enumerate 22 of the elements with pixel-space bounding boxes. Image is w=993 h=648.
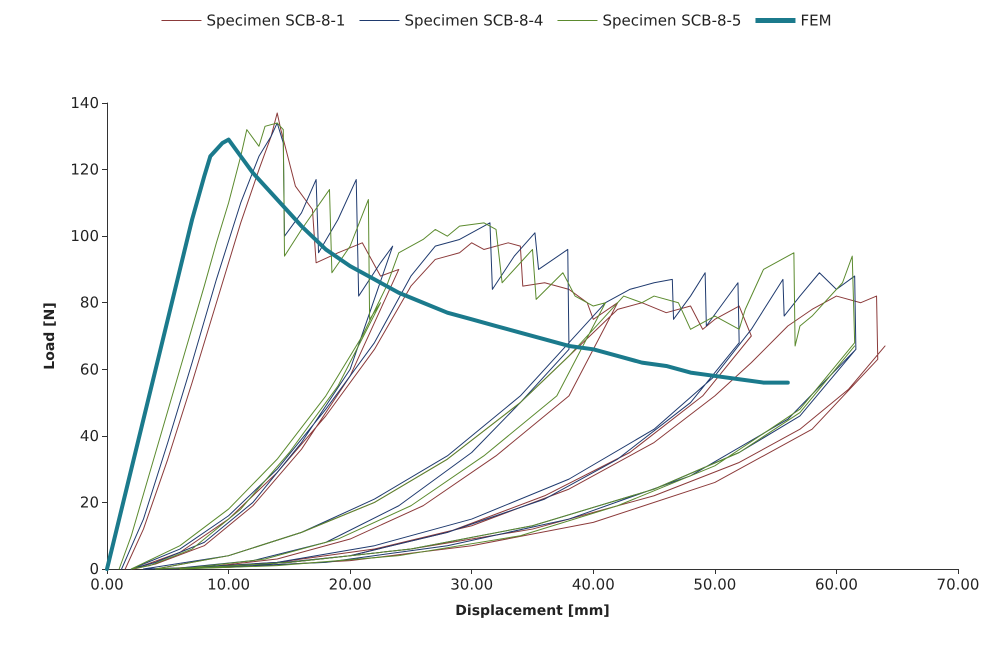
y-tick-label: 100 [70,227,99,246]
y-tick-label: 60 [80,360,99,378]
y-tick-label: 140 [70,94,99,112]
y-tick-label: 120 [70,160,99,179]
legend-label: Specimen SCB-8-5 [602,12,742,30]
x-tick-label: 0.00 [90,576,124,594]
x-tick-label: 70.00 [936,576,980,594]
legend-label: FEM [800,12,832,30]
x-tick-label: 50.00 [693,576,736,594]
x-tick-label: 10.00 [207,576,250,594]
x-axis-title: Displacement [mm] [455,603,610,619]
x-tick-label: 20.00 [328,576,372,594]
y-tick-label: 20 [80,493,99,512]
y-tick-label: 80 [80,294,99,312]
y-tick-label: 0 [89,560,99,578]
x-tick-label: 40.00 [572,576,615,594]
x-tick-label: 30.00 [450,576,494,594]
legend-label: Specimen SCB-8-4 [404,12,544,30]
y-axis-title: Load [N] [42,302,58,370]
legend-label: Specimen SCB-8-1 [206,12,346,30]
y-tick-label: 40 [80,426,99,445]
x-tick-label: 60.00 [814,576,858,594]
